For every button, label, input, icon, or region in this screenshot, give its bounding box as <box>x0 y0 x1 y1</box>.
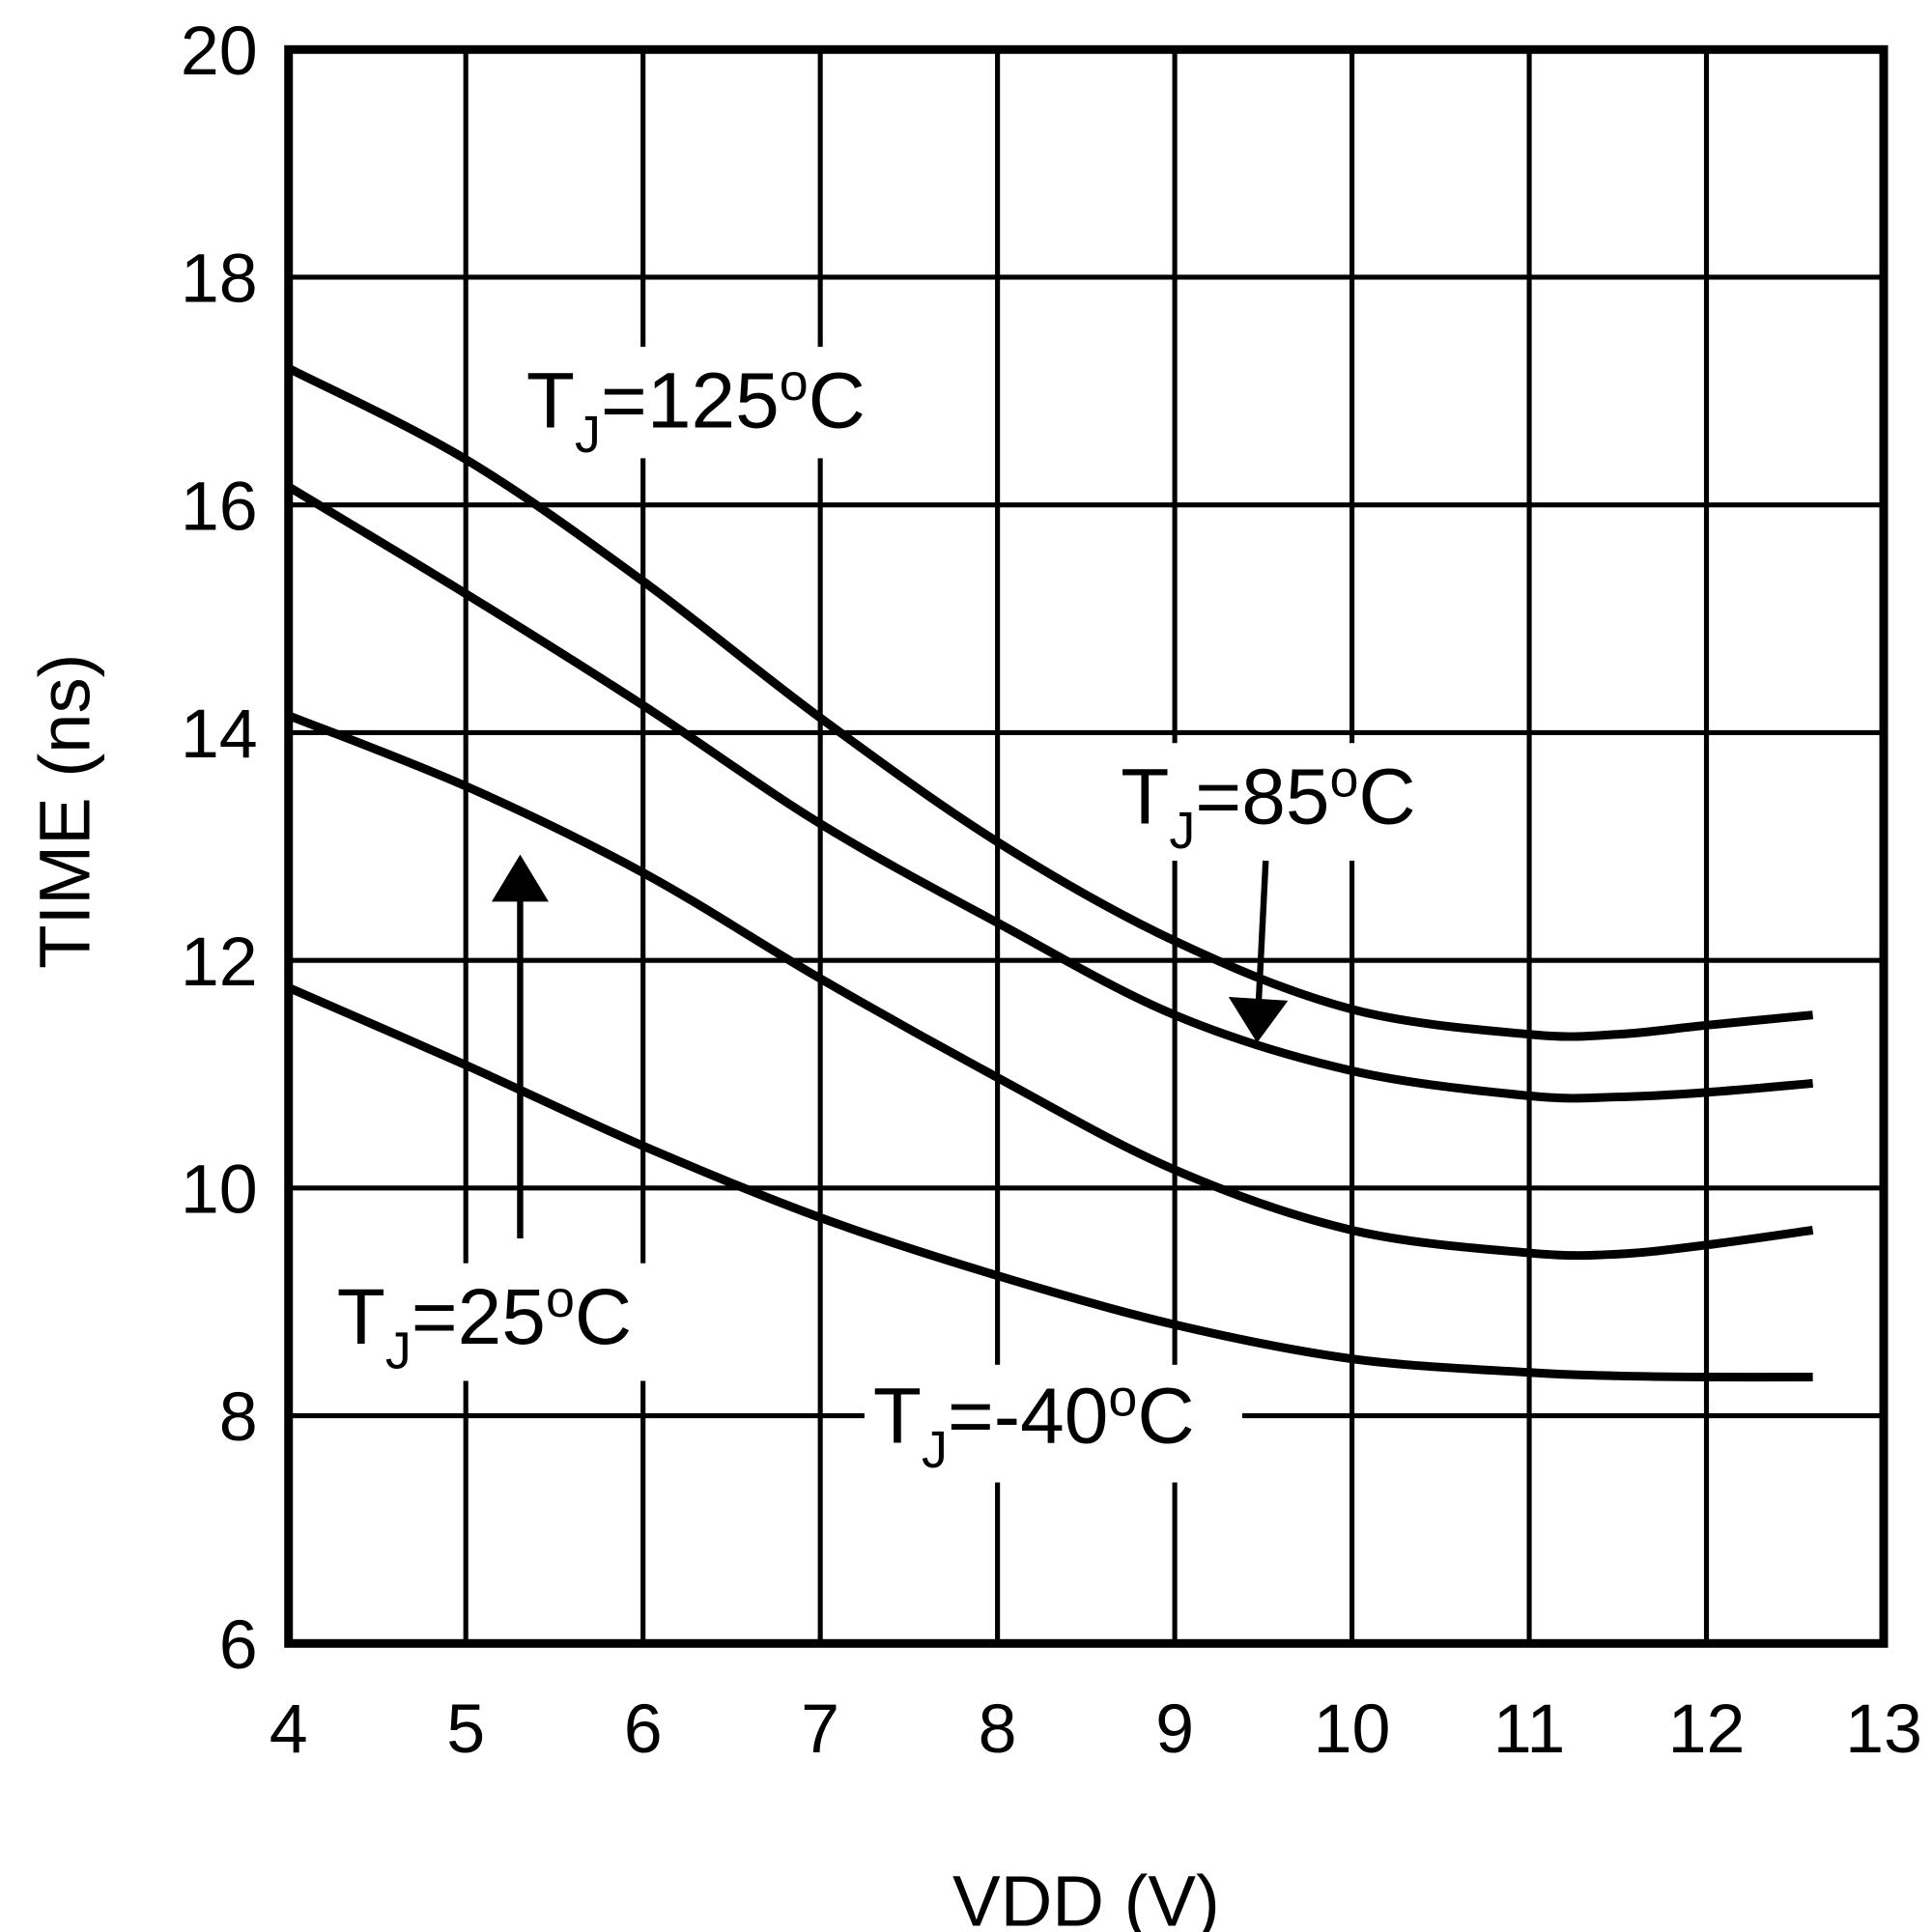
x-tick-label: 5 <box>446 1690 485 1768</box>
y-tick-label: 6 <box>219 1606 258 1684</box>
y-tick-label: 18 <box>181 241 258 318</box>
label-85c: TJ=85oC <box>1112 743 1460 862</box>
x-tick-label: 8 <box>979 1690 1017 1768</box>
x-tick-label: 6 <box>624 1690 663 1768</box>
y-tick-label: 14 <box>181 696 258 773</box>
curves <box>286 364 1814 1382</box>
svg-text:TJ=85oC: TJ=85oC <box>1121 750 1415 860</box>
grid <box>284 44 1889 1648</box>
series-line-TJ=85oC <box>286 483 1813 1103</box>
arrow-25c <box>491 854 549 1239</box>
y-tick-label: 16 <box>181 468 258 545</box>
label-125c: TJ=125oC <box>517 346 915 464</box>
arrow-85c <box>1228 860 1289 1043</box>
label-25c: TJ=25oC <box>327 1263 675 1381</box>
x-tick-label: 7 <box>801 1690 839 1768</box>
series-line-TJ=-40oC <box>286 983 1813 1382</box>
svg-text:TJ=-40oC: TJ=-40oC <box>873 1369 1195 1479</box>
x-tick-label: 10 <box>1314 1690 1391 1768</box>
y-axis-label: TIME (ns) <box>24 654 104 969</box>
y-tick-label: 10 <box>181 1151 258 1228</box>
x-axis-label: VDD (V) <box>952 1861 1220 1932</box>
y-tick-label: 8 <box>219 1378 258 1456</box>
x-tick-label: 9 <box>1155 1690 1194 1768</box>
y-tick-label: 12 <box>181 923 258 1001</box>
svg-text:TJ=125oC: TJ=125oC <box>526 354 866 464</box>
x-tick-label: 13 <box>1845 1690 1922 1768</box>
x-tick-label: 12 <box>1668 1690 1746 1768</box>
svg-text:TJ=25oC: TJ=25oC <box>337 1270 632 1380</box>
series-line-TJ=25oC <box>287 711 1814 1261</box>
x-tick-label: 11 <box>1493 1690 1566 1768</box>
y-tick-label: 20 <box>181 13 258 90</box>
plot-frame <box>284 44 1889 1648</box>
label-minus40c: TJ=-40oC <box>864 1364 1242 1483</box>
series-line-TJ=125oC <box>286 364 1814 1041</box>
x-tick-label: 4 <box>270 1690 308 1768</box>
